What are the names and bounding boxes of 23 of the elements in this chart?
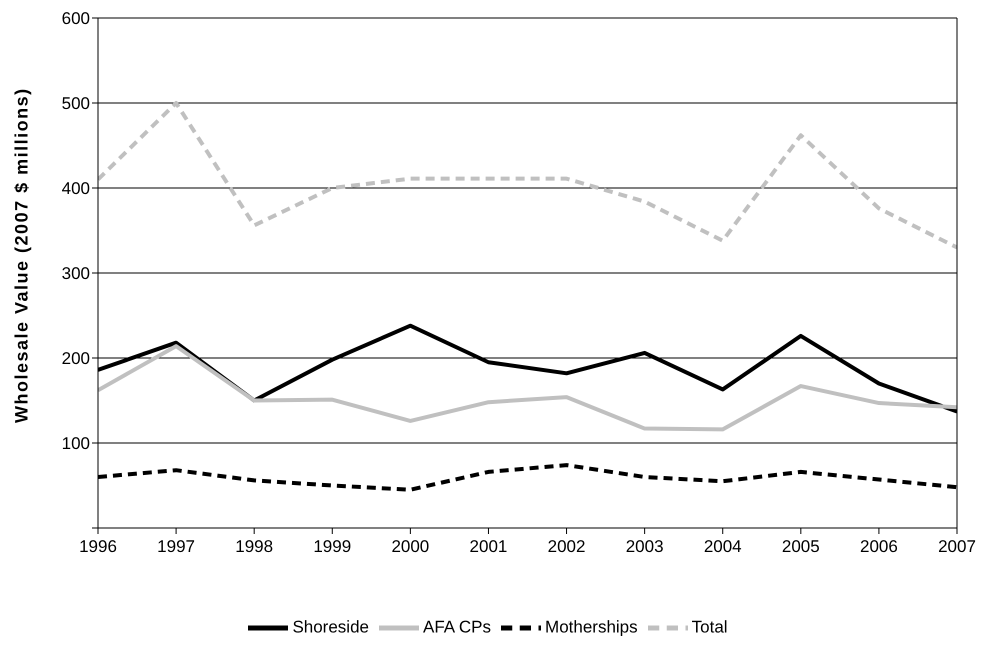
- x-tick-label: 2001: [470, 537, 508, 556]
- y-axis-title: Wholesale Value (2007 $ millions): [11, 87, 32, 423]
- x-tick-label: 2000: [391, 537, 430, 556]
- y-tick-label: 600: [62, 9, 90, 28]
- x-tick-label: 1999: [313, 537, 352, 556]
- x-tick-label: 1997: [157, 537, 196, 556]
- x-tick-label: 2006: [860, 537, 898, 556]
- x-tick-label: 2004: [704, 537, 742, 556]
- legend-label: AFA CPs: [423, 617, 492, 636]
- x-tick-label: 2002: [548, 537, 586, 556]
- x-tick-label: 1996: [79, 537, 117, 556]
- x-tick-label: 1998: [235, 537, 274, 556]
- legend-label: Shoreside: [292, 617, 369, 636]
- y-tick-label: 400: [62, 179, 90, 198]
- legend-label: Motherships: [545, 617, 638, 636]
- legend-label: Total: [692, 617, 728, 636]
- y-tick-label: 100: [62, 434, 90, 454]
- x-tick-label: 2005: [782, 537, 820, 556]
- y-tick-label: 300: [62, 264, 90, 284]
- y-tick-label: 200: [62, 349, 90, 368]
- x-tick-label: 2003: [626, 537, 664, 556]
- y-tick-label: 500: [62, 94, 90, 114]
- x-tick-label: 2007: [938, 537, 976, 556]
